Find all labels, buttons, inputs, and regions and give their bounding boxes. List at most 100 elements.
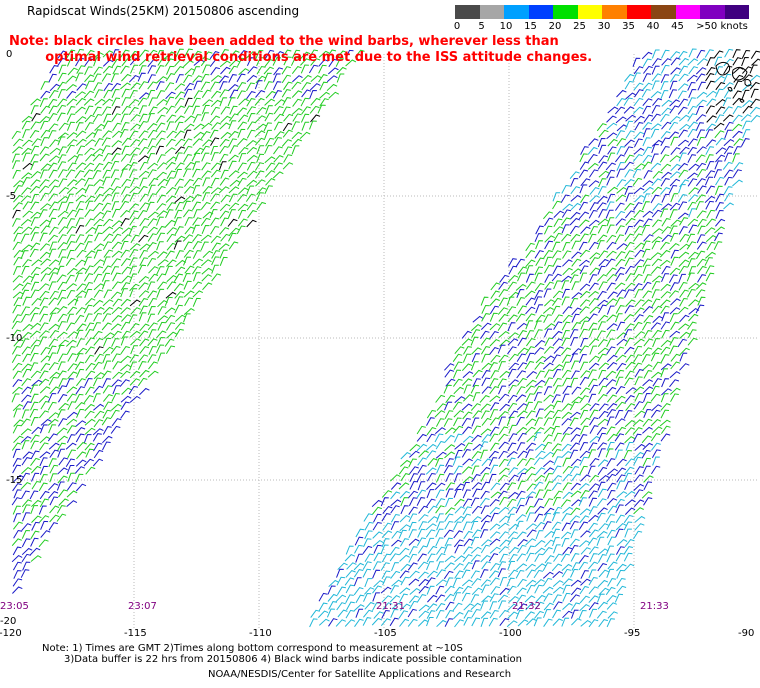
wind-barb	[481, 417, 492, 426]
wind-barb	[417, 545, 428, 554]
wind-barb	[589, 195, 600, 203]
wind-barb	[83, 458, 94, 467]
wind-barb	[192, 241, 202, 250]
wind-barb	[165, 195, 177, 203]
wind-barb	[138, 298, 149, 307]
wind-barb	[454, 396, 466, 404]
wind-barb	[534, 474, 546, 483]
wind-barb	[580, 578, 591, 586]
wind-barb	[597, 347, 609, 355]
wind-barb	[156, 330, 167, 339]
wind-barb	[317, 104, 326, 114]
wind-barb	[93, 243, 105, 251]
wind-barb	[516, 353, 526, 362]
wind-barb	[48, 458, 57, 468]
wind-barb	[255, 49, 264, 59]
wind-barb	[20, 472, 30, 482]
wind-barb	[515, 569, 525, 579]
wind-barb	[281, 74, 292, 84]
wind-barb	[237, 171, 248, 179]
wind-barb	[138, 113, 148, 123]
wind-barb	[175, 74, 184, 84]
wind-barb	[561, 296, 570, 306]
wind-barb	[174, 115, 185, 123]
wind-barb	[75, 473, 84, 483]
wind-barb	[48, 297, 59, 306]
wind-barb	[570, 186, 581, 195]
wind-barb	[461, 481, 470, 491]
wind-barb	[678, 265, 688, 275]
wind-barb	[516, 458, 527, 467]
wind-barb	[551, 563, 563, 572]
wind-barb	[57, 154, 67, 164]
wind-barb	[643, 274, 652, 284]
wind-barb	[452, 369, 462, 379]
wind-barb	[749, 74, 760, 82]
wind-barb	[624, 427, 635, 436]
wind-barb	[445, 482, 455, 491]
wind-barb	[399, 587, 411, 595]
wind-barb	[661, 378, 670, 388]
wind-barb	[570, 337, 579, 347]
wind-barb	[49, 514, 60, 523]
wind-barb	[677, 83, 689, 91]
wind-barb	[22, 152, 31, 162]
wind-barb	[22, 259, 32, 268]
wind-barb	[399, 570, 410, 579]
wind-barb	[120, 82, 131, 90]
wind-barb	[624, 481, 633, 491]
wind-barb	[677, 106, 688, 115]
wind-barb	[11, 442, 22, 451]
wind-barb	[39, 297, 49, 307]
wind-barb	[147, 354, 157, 363]
wind-barb	[651, 298, 661, 308]
wind-barb	[273, 155, 284, 163]
wind-barb	[570, 268, 582, 276]
wind-barb	[461, 378, 473, 386]
wind-barb	[696, 136, 705, 146]
wind-barb	[31, 379, 43, 387]
wind-barb	[488, 473, 497, 483]
wind-barb	[561, 418, 572, 426]
wind-barb	[418, 604, 430, 612]
wind-barb	[427, 545, 438, 555]
wind-barb	[669, 330, 681, 338]
wind-barb	[534, 521, 546, 530]
wind-barb	[101, 210, 112, 219]
wind-barb	[400, 563, 411, 572]
wind-barb	[57, 370, 67, 379]
wind-barb	[471, 451, 482, 460]
wind-barb	[193, 209, 201, 219]
wind-barb	[103, 83, 113, 92]
wind-barb	[526, 483, 537, 492]
wind-barb	[588, 313, 598, 322]
wind-barb	[326, 75, 338, 83]
wind-barb	[84, 288, 93, 298]
wind-barb	[102, 435, 113, 444]
wind-barb	[569, 417, 579, 427]
wind-barb	[652, 219, 662, 228]
wind-barb	[265, 90, 276, 99]
wind-barb	[651, 275, 663, 283]
wind-barb	[615, 305, 625, 314]
wind-barb	[452, 378, 463, 387]
wind-barb	[588, 576, 598, 586]
wind-barb	[12, 209, 21, 219]
wind-barb	[174, 59, 185, 67]
wind-barb	[65, 442, 77, 450]
wind-barb	[561, 280, 569, 290]
wind-barb	[85, 322, 95, 332]
wind-barb	[688, 313, 699, 322]
wind-barb	[57, 448, 65, 458]
wind-barb	[697, 218, 707, 228]
wind-barb	[570, 529, 579, 539]
wind-barb	[11, 153, 20, 163]
wind-barb	[66, 418, 78, 426]
wind-barb	[695, 250, 706, 260]
legend-labels: 0 5 10 15 20 25 30 35 40 45 >50 knots	[454, 19, 749, 33]
wind-barb	[40, 520, 49, 530]
wind-barb	[39, 179, 50, 187]
wind-barb	[200, 81, 210, 90]
lon-label: -105	[374, 628, 397, 639]
wind-barb	[75, 130, 87, 138]
